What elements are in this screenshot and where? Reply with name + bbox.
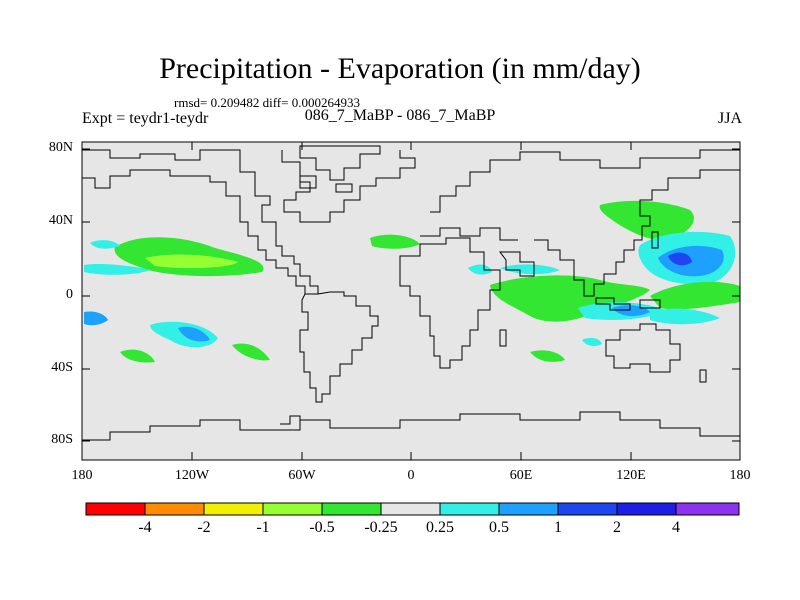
- anomaly-swpac-green: [650, 281, 740, 310]
- x-tick-label: 60E: [509, 468, 533, 483]
- season-label: JJA: [717, 110, 742, 127]
- australia-coast: [605, 323, 681, 373]
- y-tick-label: 40S: [51, 360, 73, 375]
- colorbar-label: -2: [197, 519, 211, 536]
- x-tick-label: 60W: [288, 468, 316, 483]
- anomaly-atlantic-green: [370, 234, 420, 249]
- y-tick-label: 40N: [48, 213, 73, 228]
- colorbar-label: 1: [554, 519, 562, 536]
- colorbar-box-7: [439, 502, 500, 516]
- colorbar-box-9: [557, 502, 618, 516]
- colorbar-box-3: [203, 502, 264, 516]
- anomaly-tropical-band-cyan: [500, 264, 560, 275]
- anomaly-north-pacific-inner: [145, 254, 238, 269]
- anomaly-atlantic-cyan: [468, 264, 492, 275]
- new-guinea: [639, 299, 661, 309]
- anomaly-spac-green: [232, 343, 270, 361]
- colorbar: [85, 502, 740, 516]
- hudson-bay: [299, 175, 317, 189]
- colorbar-box-11: [675, 502, 740, 516]
- colorbar-label: 0.25: [426, 519, 454, 536]
- south-america-coast: [299, 291, 379, 403]
- colorbar-box-4: [262, 502, 323, 516]
- colorbar-label: 4: [672, 519, 680, 536]
- anomaly-tropical-band-green: [490, 275, 650, 322]
- anomaly-spac-green-2: [120, 349, 155, 363]
- arabia: [499, 251, 535, 277]
- colorbar-label: -0.5: [309, 519, 335, 536]
- subtitle: 086_7_MaBP - 086_7_MaBP: [304, 107, 496, 124]
- colorbar-box-2: [144, 502, 205, 516]
- new-zealand: [699, 369, 707, 383]
- chart-title: Precipitation - Evaporation (in mm/day): [159, 52, 641, 85]
- greenland: [299, 145, 381, 181]
- axis-ticks: [82, 142, 740, 460]
- anomaly-swpac-cyan: [650, 308, 720, 325]
- colorbar-box-10: [616, 502, 677, 516]
- anomaly-spac-blue: [178, 326, 210, 342]
- africa-coast: [399, 237, 501, 369]
- madagascar: [499, 329, 507, 347]
- antarctica-coast: [82, 411, 740, 441]
- x-tick-label: 180: [71, 468, 93, 483]
- y-tick-label: 0: [66, 287, 73, 302]
- anomaly-east-pacific-cyan: [90, 240, 120, 249]
- colorbar-box-6: [380, 502, 441, 516]
- x-tick-label: 180: [729, 468, 751, 483]
- anomaly-wpac-green: [599, 200, 694, 241]
- colorbar-label: -0.25: [364, 519, 398, 536]
- anomaly-east-pacific-blue: [84, 311, 108, 326]
- x-tick-label: 120E: [616, 468, 646, 483]
- anomaly-wpac-core: [668, 252, 692, 266]
- anomaly-indian-south-green: [530, 350, 565, 362]
- colorbar-label: -4: [138, 519, 152, 536]
- great-lakes: [335, 183, 353, 193]
- colorbar-label: -1: [256, 519, 270, 536]
- indonesia: [595, 297, 631, 311]
- japan: [651, 231, 659, 249]
- antarctic-peninsula: [280, 415, 301, 425]
- y-tick-label: 80S: [51, 432, 73, 447]
- asia-coast: [534, 169, 740, 297]
- y-tick-label: 80N: [48, 140, 73, 155]
- colorbar-box-8: [498, 502, 559, 516]
- colorbar-box-5: [321, 502, 382, 516]
- rmsd-stats: rmsd= 0.209482 diff= 0.000264933: [174, 95, 360, 110]
- canadian-arctic: [281, 150, 416, 223]
- europe-coast: [430, 149, 740, 213]
- colorbar-label: 2: [613, 519, 621, 536]
- experiment-label: Expt = teydr1-teydr: [82, 110, 209, 127]
- colorbar-label: 0.5: [489, 519, 509, 536]
- x-tick-label: 0: [407, 468, 415, 483]
- anomaly-sindian-cyan: [582, 337, 602, 347]
- anomaly-central-pacific-cyan: [84, 263, 150, 275]
- map-background: [82, 142, 740, 460]
- mediterranean: [420, 227, 518, 241]
- colorbar-box-1: [85, 502, 146, 516]
- coastlines: [82, 145, 740, 441]
- x-tick-label: 120W: [174, 468, 210, 483]
- anomaly-fills: [84, 200, 740, 363]
